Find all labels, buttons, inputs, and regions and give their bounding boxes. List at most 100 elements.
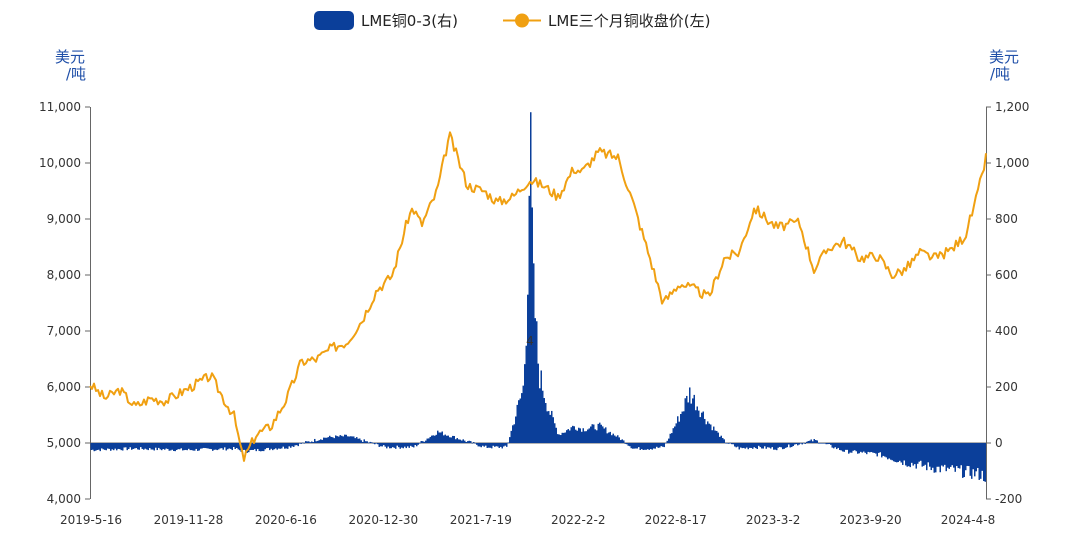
spread-bar (528, 195, 530, 443)
spread-bar (858, 443, 860, 454)
spread-bar (834, 443, 836, 448)
spread-bar (333, 438, 335, 443)
spread-bar (810, 439, 812, 443)
spread-bar (288, 443, 290, 447)
spread-bar (156, 443, 158, 451)
spread-bar (360, 440, 362, 443)
spread-bar (299, 443, 301, 444)
spread-bar (161, 443, 163, 451)
spread-bar (393, 443, 395, 448)
spread-bar (780, 443, 782, 448)
spread-bar (831, 443, 833, 448)
spread-bar (819, 443, 821, 444)
spread-bar (654, 443, 656, 449)
spread-bar (840, 443, 842, 451)
spread-bar (596, 430, 598, 443)
spread-bar (519, 398, 521, 443)
spread-bar (236, 443, 238, 449)
spread-bar (314, 438, 316, 443)
spread-bar (173, 443, 175, 451)
spread-bar (681, 411, 683, 443)
spread-bar (524, 364, 526, 443)
spread-bar (620, 440, 622, 443)
spread-bar (114, 443, 116, 449)
spread-bar (582, 428, 584, 443)
spread-bar (506, 443, 508, 447)
spread-bar (275, 443, 277, 449)
spread-bar (389, 443, 391, 449)
spread-bar (399, 443, 401, 449)
spread-bar (617, 435, 619, 443)
right-tick-label: 0 (995, 436, 1003, 450)
spread-bar (765, 443, 767, 449)
spread-bar (225, 443, 227, 451)
spread-bar (569, 430, 571, 443)
spread-bar (854, 443, 856, 451)
price-line-layer (89, 131, 987, 462)
spread-bar (773, 443, 775, 450)
spread-bar (876, 443, 878, 457)
spread-bar (365, 441, 367, 443)
spread-bar (597, 423, 599, 443)
spread-bar (662, 443, 664, 447)
spread-bar (191, 443, 193, 451)
spread-bar (857, 443, 859, 454)
spread-bar (471, 443, 473, 444)
spread-bar (209, 443, 211, 449)
spread-bar (915, 443, 917, 469)
spread-bar (677, 416, 679, 443)
spread-bar (476, 443, 478, 445)
spread-bar (534, 318, 536, 443)
spread-bar (683, 411, 685, 443)
spread-bar (944, 443, 946, 465)
spread-bar (146, 443, 148, 450)
spread-bar (371, 442, 373, 443)
spread-bar (213, 443, 215, 450)
spread-bar (968, 443, 970, 467)
spread-bar (708, 423, 710, 443)
spread-bar (518, 400, 520, 443)
spread-bar (903, 443, 905, 461)
spread-bar (860, 443, 862, 452)
spread-bar (750, 443, 752, 448)
spread-bar (140, 443, 142, 448)
spread-bar (444, 434, 446, 443)
spread-bar (719, 436, 721, 443)
spread-bar (273, 443, 275, 450)
spread-bar (530, 112, 532, 444)
spread-bar (800, 443, 802, 444)
spread-bar (525, 345, 527, 443)
spread-bar (335, 435, 337, 443)
spread-bar (801, 443, 803, 445)
spread-bar (623, 440, 625, 443)
spread-bar (194, 443, 196, 451)
spread-bar (401, 443, 403, 448)
spread-bar (926, 443, 928, 471)
spread-bar (531, 207, 533, 443)
spread-bar (747, 443, 749, 450)
spread-bar (257, 443, 259, 449)
spread-bar (168, 443, 170, 451)
spread-bar (962, 443, 964, 478)
spread-bar (336, 436, 338, 443)
spread-bar (95, 443, 97, 451)
spread-bar (413, 443, 415, 448)
spread-bar (116, 443, 118, 451)
spread-bar (914, 443, 916, 465)
spread-bar (887, 443, 889, 460)
spread-bar (491, 443, 493, 449)
spread-bar (678, 421, 680, 443)
spread-bar (957, 443, 959, 469)
spread-bar (971, 443, 973, 479)
spread-bar (663, 443, 665, 448)
spread-bar (641, 443, 643, 450)
spread-bar (395, 443, 397, 449)
spread-bar (318, 440, 320, 443)
spread-bar (327, 437, 329, 443)
right-axis-ticks: -200 0 200 400 600 800 1,000 1,200 (986, 100, 1029, 506)
spread-bar (573, 426, 575, 443)
spread-bar (431, 435, 433, 443)
spread-bar (950, 443, 952, 467)
spread-bar (830, 443, 832, 445)
spread-bar (227, 443, 229, 450)
